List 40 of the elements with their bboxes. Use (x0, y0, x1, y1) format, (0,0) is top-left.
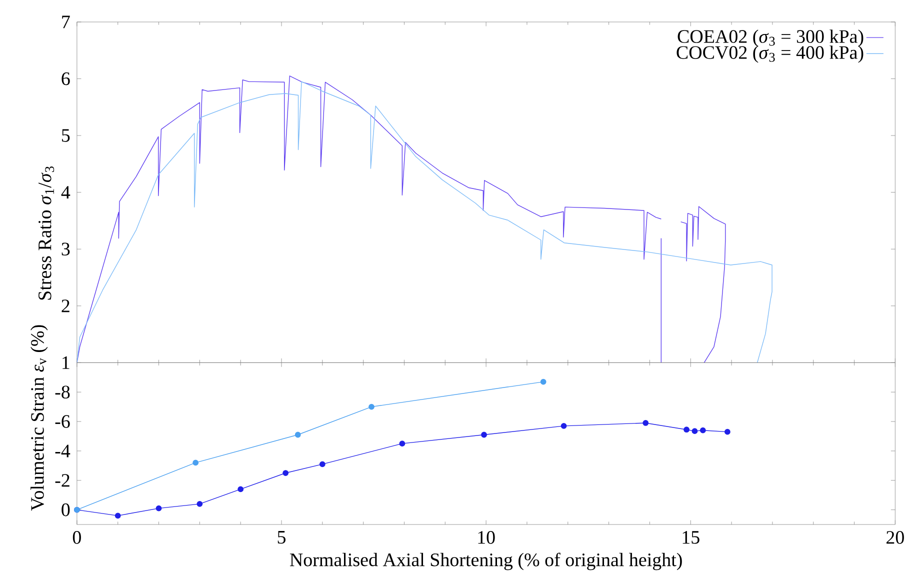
y-tick-label: 1 (62, 356, 70, 369)
x-tick-label: 0 (72, 530, 81, 544)
point (481, 432, 487, 438)
x-tick-label: 15 (682, 530, 700, 544)
point (238, 486, 244, 492)
point (692, 428, 698, 434)
point (114, 512, 121, 518)
point (196, 500, 203, 507)
point (684, 426, 690, 432)
point (399, 440, 406, 446)
point (724, 428, 730, 435)
y-tick-label: 4 (61, 186, 70, 198)
legend-label: COEA02 (σ$_{3}$ = 300 kPa) (678, 29, 864, 47)
point (368, 404, 374, 410)
point (540, 378, 546, 385)
point (192, 460, 199, 466)
y-tick-label: -2 (55, 474, 70, 486)
y-tick-label: 0 (62, 503, 70, 516)
point (319, 461, 326, 467)
y-tick-label: -8 (55, 385, 70, 398)
y-tick-label: -6 (55, 414, 70, 428)
y-tick-label: 3 (62, 242, 70, 256)
y-tick-label: 6 (62, 72, 70, 85)
point (642, 420, 649, 426)
point (156, 505, 162, 512)
y-tick-label: 7 (62, 16, 70, 28)
y-axis-title: Volumetric Strain ε$_{v}$ (%) (30, 324, 48, 511)
y-tick-label: 2 (62, 299, 70, 312)
legend-label: COCV02 (σ$_{3}$ = 400 kPa) (676, 45, 864, 63)
x-tick-label: 5 (278, 530, 286, 544)
y-axis-title: Stress Ratio σ$_{1}$/σ$_{3}$ (38, 166, 54, 300)
point (282, 470, 289, 476)
point (560, 422, 567, 429)
x-axis-title: Normalised Axial Shortening (% of original height) (290, 552, 682, 570)
y-tick-label: 5 (62, 129, 70, 142)
point (700, 427, 706, 434)
x-tick-label: 20 (886, 530, 904, 544)
x-tick-label: 10 (478, 530, 495, 544)
point (294, 432, 301, 438)
y-tick-label: -4 (55, 444, 70, 457)
